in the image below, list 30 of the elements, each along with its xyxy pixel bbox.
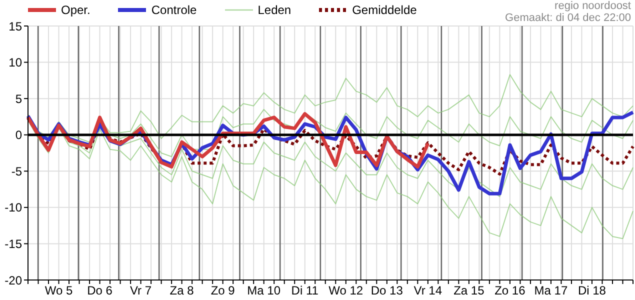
text: regio noordoost xyxy=(554,0,631,12)
y-tick-label: -5 xyxy=(11,164,22,178)
legend-label: Leden xyxy=(258,3,292,17)
y-tick-label: -20 xyxy=(4,273,22,288)
y-tick-label: 5 xyxy=(15,92,22,106)
x-tick-label: Do 13 xyxy=(370,284,404,298)
y-tick-label: -10 xyxy=(4,200,22,215)
x-tick-label: Wo 12 xyxy=(328,284,364,298)
x-tick-label: Vr 7 xyxy=(130,284,152,298)
x-tick-label: Do 6 xyxy=(87,284,113,298)
text: Gemaakt: di 04 dec 22:00 xyxy=(505,12,631,24)
x-tick-label: Za 15 xyxy=(454,284,485,298)
x-tick-label: Za 8 xyxy=(170,284,194,298)
legend-label: Oper. xyxy=(61,3,90,17)
line-series xyxy=(26,116,634,176)
x-tick-label: Wo 5 xyxy=(44,284,73,298)
x-tick-label: Zo 16 xyxy=(494,284,526,298)
legend-label: Controle xyxy=(151,3,197,17)
y-tick-label: 10 xyxy=(8,56,22,70)
legend-label: Gemiddelde xyxy=(352,3,417,17)
x-tick-label: Di 18 xyxy=(578,284,606,298)
y-tick-label: -15 xyxy=(4,236,22,251)
y-tick-label: 15 xyxy=(8,19,22,34)
line-series xyxy=(26,112,430,169)
x-tick-label: Zo 9 xyxy=(210,284,236,298)
x-tick-label: Ma 10 xyxy=(247,284,281,298)
x-tick-label: Ma 17 xyxy=(534,284,568,298)
x-tick-label: Vr 14 xyxy=(414,284,442,298)
x-tick-label: Di 11 xyxy=(291,284,319,298)
y-tick-label: 0 xyxy=(15,128,22,142)
